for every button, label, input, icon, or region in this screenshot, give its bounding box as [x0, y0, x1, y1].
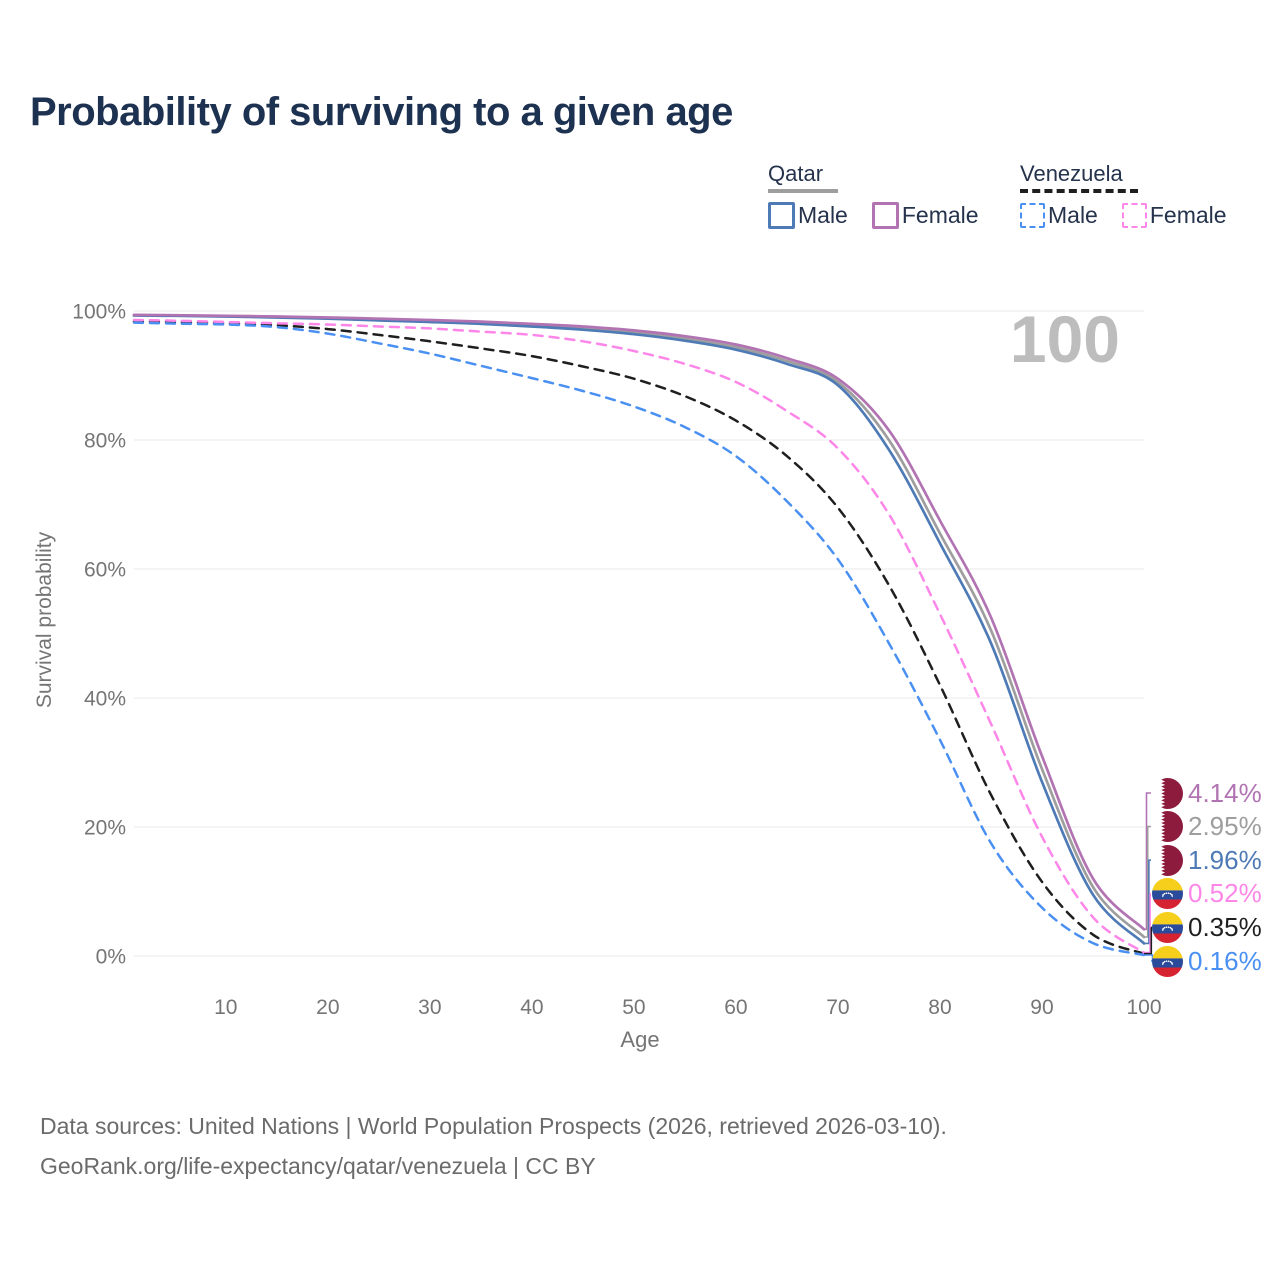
- legend-group-venezuela: Venezuela Male Female: [1020, 162, 1227, 229]
- svg-text:60: 60: [724, 996, 747, 1019]
- svg-text:40: 40: [520, 996, 543, 1019]
- legend-venezuela-title: Venezuela: [1020, 161, 1123, 186]
- end-label: 0.52%: [1152, 878, 1262, 910]
- page-title: Probability of surviving to a given age: [30, 90, 733, 134]
- svg-text:40%: 40%: [84, 687, 126, 710]
- end-label-value: 4.14%: [1188, 777, 1262, 808]
- gridlines: [134, 310, 1144, 957]
- x-axis-title: Age: [620, 1027, 660, 1052]
- y-axis-ticks: 0% 20% 40% 60% 80% 100%: [72, 300, 126, 968]
- end-label-value: 0.16%: [1188, 945, 1262, 976]
- qatar-male-swatch-icon: [768, 202, 795, 229]
- svg-text:100: 100: [1126, 996, 1161, 1019]
- qatar-total-line-swatch: [768, 189, 838, 193]
- end-label: 1.96%: [1152, 844, 1262, 876]
- x-axis-ticks: 10 20 30 40 50 60 70 80 90 100: [214, 996, 1161, 1019]
- footer-source-line: Data sources: United Nations | World Pop…: [40, 1113, 947, 1139]
- end-label: 0.35%: [1152, 911, 1262, 943]
- svg-text:100%: 100%: [72, 300, 126, 323]
- svg-text:30: 30: [418, 996, 441, 1019]
- svg-text:80: 80: [928, 996, 951, 1019]
- venezuela-flag-icon: [1152, 945, 1183, 977]
- legend-item-label: Male: [1048, 202, 1098, 228]
- survival-curves: [132, 313, 1146, 957]
- svg-text:20%: 20%: [84, 816, 126, 839]
- end-label: 0.16%: [1152, 945, 1262, 977]
- svg-text:50: 50: [622, 996, 645, 1019]
- qatar-flag-icon: [1152, 811, 1183, 843]
- svg-text:20: 20: [316, 996, 339, 1019]
- qatar-flag-icon: [1152, 777, 1183, 809]
- venezuela-total-line-swatch: [1020, 189, 1138, 193]
- venezuela-flag-icon: [1152, 911, 1183, 943]
- end-label: 4.14%: [1152, 777, 1262, 809]
- legend-qatar-title: Qatar: [768, 161, 824, 186]
- footer: Data sources: United Nations | World Pop…: [40, 1106, 947, 1186]
- svg-text:0%: 0%: [96, 945, 126, 968]
- venezuela-female-swatch-icon: [1121, 203, 1147, 228]
- end-label-value: 0.52%: [1188, 878, 1262, 909]
- footer-attribution-line: GeoRank.org/life-expectancy/qatar/venezu…: [40, 1153, 596, 1179]
- end-label-value: 2.95%: [1188, 811, 1262, 842]
- venezuela-flag-icon: [1152, 878, 1183, 910]
- legend-item-venezuela-male[interactable]: Male: [1020, 202, 1098, 229]
- legend-qatar-items: Male Female: [768, 202, 979, 229]
- qatar-flag-icon: [1152, 844, 1183, 876]
- legend-item-venezuela-female[interactable]: Female: [1121, 202, 1227, 229]
- y-axis-title: Survival probability: [33, 531, 56, 709]
- legend-item-qatar-female[interactable]: Female: [871, 202, 979, 229]
- survival-chart-plot[interactable]: 100 0% 20% 40% 60% 80% 100% 10 20 30 40 50 60 70 80 9…: [0, 0, 1280, 1080]
- legend-item-qatar-male[interactable]: Male: [768, 202, 848, 229]
- legend-item-label: Female: [1149, 202, 1227, 228]
- end-label-value: 1.96%: [1188, 844, 1262, 875]
- age-watermark: 100: [1010, 302, 1120, 376]
- legend-venezuela-items: Male Female: [1020, 202, 1227, 229]
- svg-text:60%: 60%: [84, 558, 126, 581]
- end-label-value: 0.35%: [1188, 911, 1262, 942]
- legend-item-label: Male: [798, 202, 848, 228]
- svg-text:90: 90: [1030, 996, 1053, 1019]
- svg-text:10: 10: [214, 996, 237, 1019]
- svg-text:70: 70: [826, 996, 849, 1019]
- venezuela-male-swatch-icon: [1020, 203, 1045, 228]
- qatar-female-swatch-icon: [871, 202, 899, 229]
- legend-item-label: Female: [901, 202, 979, 228]
- legend-group-qatar: Qatar Male Female: [768, 162, 979, 229]
- end-label: 2.95%: [1152, 811, 1262, 843]
- svg-text:80%: 80%: [84, 429, 126, 452]
